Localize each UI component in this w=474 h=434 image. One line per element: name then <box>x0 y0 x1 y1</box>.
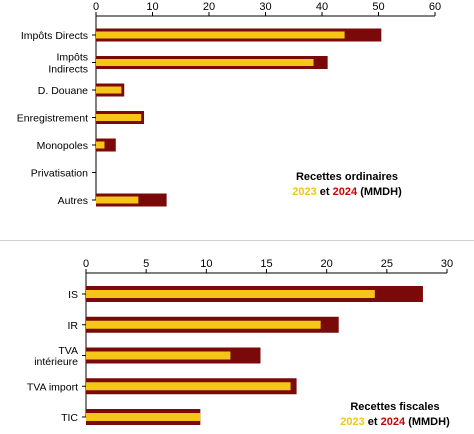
x-tick-label: 10 <box>146 1 158 13</box>
category-label-monopoles: Monopoles <box>37 140 88 152</box>
x-tick-label: 30 <box>259 1 271 13</box>
legend-year-2024: 2024 <box>380 416 406 428</box>
chart-recettes-fiscales: 0 5 10 15 20 25 30 IS IR TVA intérieure TVA import T… <box>0 250 474 429</box>
bar-2023-autres <box>96 196 139 204</box>
category-label-impots-indirects: Indirects <box>48 64 88 76</box>
category-label-tva-import: TVA import <box>27 381 78 393</box>
category-label-impots-indirects: Impôts <box>56 52 88 64</box>
chart-recettes-ordinaires: 0 10 20 30 40 50 60 Impôts Directs Impôts Indirec… <box>17 1 441 207</box>
chart-recettes-ordinaires-svg: 0 10 20 30 40 50 60 Impôts Directs ImpôtsIndirec… <box>17 1 441 207</box>
bar-2023-d-douane <box>96 86 122 94</box>
x-tick-label: 40 <box>316 1 328 13</box>
x-tick-label: 25 <box>381 258 393 270</box>
bar-2023-impots-directs <box>96 31 345 39</box>
category-label-tva-interieure: TVA <box>58 345 78 357</box>
category-label-autres: Autres <box>58 195 88 207</box>
category-label-privatisation: Privatisation <box>31 168 88 180</box>
bar-2023-monopoles <box>96 141 105 149</box>
legend-year-2023: 2023 <box>340 416 365 428</box>
legend-year-2024: 2024 <box>332 186 358 198</box>
bar-2023-ir <box>86 320 321 329</box>
category-label-tic: TIC <box>61 412 78 424</box>
legend-title: Recettes fiscales <box>350 401 440 413</box>
bar-2023-impots-indirects <box>96 59 314 66</box>
panel-divider <box>0 240 474 241</box>
category-label-impots-directs: Impôts Directs <box>21 30 88 42</box>
x-tick-label: 20 <box>321 258 333 270</box>
x-tick-label: 50 <box>372 1 384 13</box>
legend-conjunction: et <box>319 186 330 198</box>
category-label-tva-interieure: intérieure <box>34 356 78 368</box>
category-label-ir: IR <box>68 320 79 332</box>
category-label-d-douane: D. Douane <box>38 85 88 97</box>
category-label-is: IS <box>68 289 78 301</box>
legend-recettes-fiscales: Recettes fiscales 2023 et 2024 (MMDH) <box>320 400 470 430</box>
bar-2023-tva-interieure <box>86 351 231 360</box>
bar-2023-is <box>86 290 375 298</box>
legend-unit: (MMDH) <box>408 416 450 428</box>
legend-year-2023: 2023 <box>292 186 317 198</box>
legend-title: Recettes ordinaires <box>295 171 399 183</box>
x-tick-label: 0 <box>93 1 99 13</box>
x-tick-label: 15 <box>260 258 272 270</box>
x-tick-label: 60 <box>429 1 441 13</box>
bar-2023-tva-import <box>86 382 291 391</box>
bar-2023-enregistrement <box>96 114 142 121</box>
legend-unit: (MMDH) <box>360 186 402 198</box>
category-label-enregistrement: Enregistrement <box>17 113 88 125</box>
legend-conjunction: et <box>367 416 378 428</box>
x-tick-label: 10 <box>200 258 212 270</box>
legend-recettes-ordinaires: Recettes ordinaires 2023 et 2024 (MMDH) <box>272 170 422 200</box>
x-tick-label: 0 <box>83 258 89 270</box>
x-tick-label: 5 <box>143 258 149 270</box>
x-tick-label: 30 <box>441 258 453 270</box>
x-tick-label: 20 <box>203 1 215 13</box>
bar-2023-tic <box>86 413 201 421</box>
